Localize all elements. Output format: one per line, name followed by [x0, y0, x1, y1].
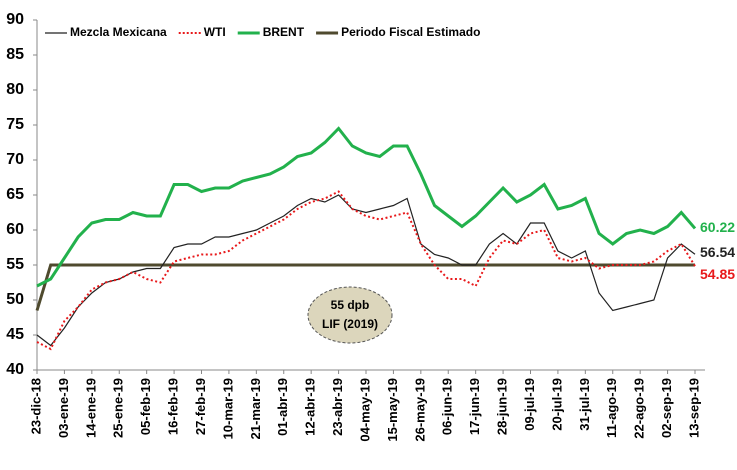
y-tick-label: 55 [6, 256, 24, 273]
y-tick-label: 60 [6, 221, 24, 238]
value-label: 60.22 [700, 219, 735, 235]
value-label: 56.54 [700, 244, 735, 260]
y-tick-label: 90 [6, 11, 24, 28]
legend-label: BRENT [263, 25, 305, 39]
x-tick-label: 02-sep-19 [659, 378, 674, 438]
x-tick-label: 23-dic-18 [28, 378, 43, 434]
series-line [36, 190, 696, 351]
y-tick-label: 65 [6, 186, 24, 203]
x-tick-label: 11-ago-19 [604, 378, 619, 438]
x-tick-label: 21-mar-19 [248, 378, 263, 439]
y-tick-label: 85 [6, 46, 24, 63]
x-tick-label: 10-mar-19 [220, 378, 235, 439]
x-tick-label: 03-ene-19 [56, 378, 71, 438]
x-tick-label: 09-jul-19 [522, 378, 537, 431]
x-tick-label: 12-abr-19 [303, 378, 318, 436]
y-tick-label: 40 [6, 361, 24, 378]
x-tick-label: 15-may-19 [385, 378, 400, 442]
series-line [36, 194, 696, 347]
value-label: 54.85 [700, 266, 735, 282]
x-tick-label: 27-feb-19 [193, 378, 208, 435]
series-line [35, 263, 695, 311]
y-tick-label: 50 [6, 291, 24, 308]
x-tick-label: 31-jul-19 [577, 378, 592, 431]
annotation: LIF (2019) [322, 317, 378, 331]
y-tick-label: 70 [6, 151, 24, 168]
x-tick-label: 17-jun-19 [467, 378, 482, 435]
x-tick-label: 20-jul-19 [549, 378, 564, 431]
legend-label: Periodo Fiscal Estimado [341, 25, 480, 39]
annotation-bubble [307, 286, 393, 344]
annotation: 55 dpb [331, 298, 370, 312]
x-tick-label: 26-may-19 [412, 378, 427, 442]
x-tick-label: 28-jun-19 [495, 378, 510, 435]
x-tick-label: 13-sep-19 [686, 378, 701, 438]
x-tick-label: 25-ene-19 [111, 378, 126, 438]
x-tick-label: 01-abr-19 [275, 378, 290, 436]
legend-label: WTI [204, 25, 226, 39]
x-tick-label: 05-feb-19 [138, 378, 153, 435]
x-tick-label: 22-ago-19 [632, 378, 647, 439]
x-tick-label: 23-abr-19 [330, 378, 345, 436]
x-tick-label: 16-feb-19 [166, 378, 181, 435]
y-tick-label: 75 [6, 116, 24, 133]
y-tick-label: 80 [6, 81, 24, 98]
x-tick-label: 04-may-19 [357, 378, 372, 442]
x-tick-label: 06-jun-19 [440, 378, 455, 435]
x-tick-label: 14-ene-19 [83, 378, 98, 438]
y-tick-label: 45 [6, 326, 24, 343]
series-line [36, 126, 697, 288]
legend-label: Mezcla Mexicana [70, 25, 167, 39]
